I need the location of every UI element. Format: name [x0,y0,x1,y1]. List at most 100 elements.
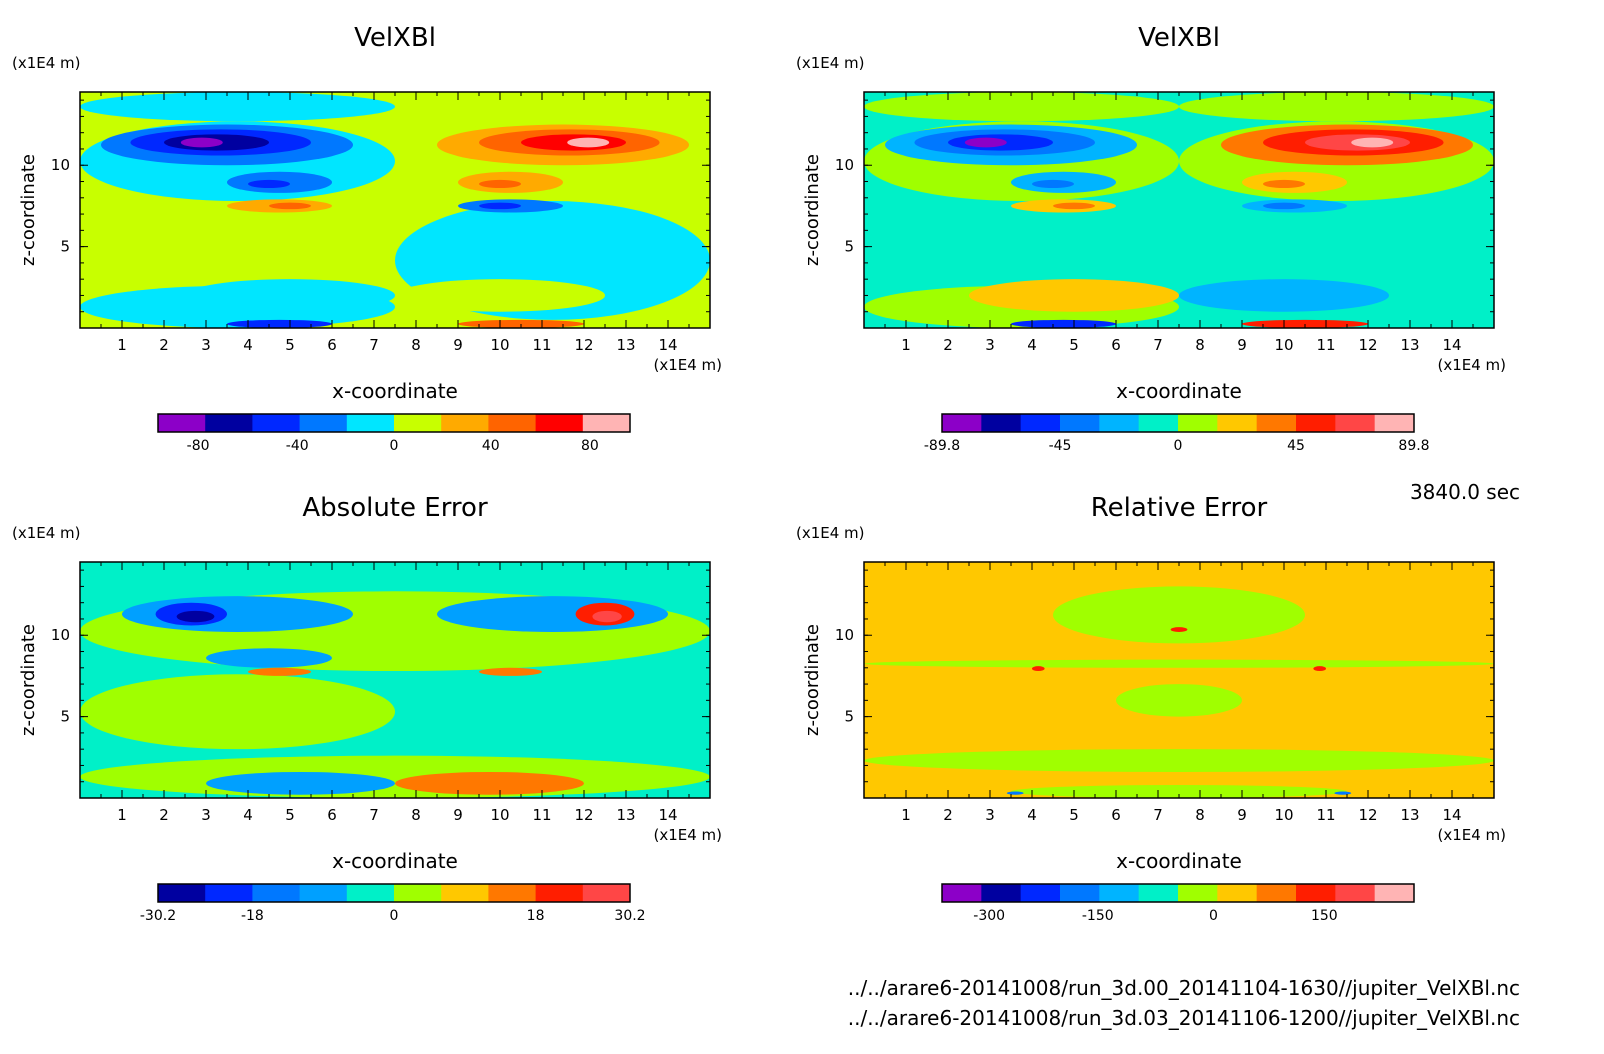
colorbar-swatch [346,884,395,902]
chart-title: Absolute Error [302,493,488,523]
colorbar-swatch [1217,414,1258,432]
colorbar-swatch [1178,884,1218,902]
field-plot [80,562,710,798]
colorbar-tick-label: 18 [527,908,545,924]
x-tick-label: 8 [411,336,421,354]
contour-region [1334,791,1352,795]
file-path-2: ../../arare6-20141008/run_3d.03_20141106… [847,1006,1520,1030]
colorbar-swatch [441,884,489,902]
colorbar-swatch [1335,884,1376,902]
colorbar-swatch [1374,884,1415,902]
x-tick-label: 2 [943,806,953,824]
colorbar-swatch [1217,884,1258,902]
x-tick-label: 7 [369,336,379,354]
x-axis-label: x-coordinate [332,849,458,873]
colorbar-swatch [394,414,442,432]
colorbar-swatch [1256,414,1297,432]
x-unit-label: (x1E4 m) [1437,356,1506,374]
colorbar-tick-label: 150 [1311,908,1338,924]
colorbar-tick-label: 30.2 [614,908,645,924]
contour-region [1263,202,1305,210]
contour-region [185,279,395,312]
colorbar-frame [941,883,1415,903]
y-axis-label: z-coordinate [802,624,823,736]
contour-region [395,92,710,122]
contour-region [1170,627,1188,632]
contour-region [592,610,622,623]
contour-region [1179,92,1494,122]
colorbar-tick-label: -150 [1082,908,1114,924]
contour-region [206,771,395,795]
colorbar-swatch [1099,884,1140,902]
colorbar-tick-label: 80 [581,438,599,454]
colorbar-swatch [346,414,395,432]
colorbar-frame [157,413,631,433]
contour-region [1053,202,1095,210]
y-tick-label: 5 [60,238,70,256]
colorbar-tick-label: -80 [187,438,210,454]
colorbar-swatch [535,414,584,432]
file-path-1: ../../arare6-20141008/run_3d.00_20141104… [847,976,1520,1000]
x-tick-label: 13 [616,806,635,824]
chart-panel-1: VelXBl(x1E4 m)1 2 3 4 5 6 7 8 9 10 11 12 13 14510(x1E… [12,23,722,454]
field-plot [864,562,1494,798]
x-tick-label: 3 [201,336,211,354]
colorbar-frame [941,413,1415,433]
colorbar-tick-label: -30.2 [140,908,176,924]
x-tick-label: 10 [490,336,509,354]
y-tick-label: 10 [835,626,854,644]
contour-region [80,92,395,122]
colorbar-swatch [1296,414,1336,432]
x-tick-label: 13 [1400,806,1419,824]
colorbar-swatch [1178,414,1218,432]
contour-region [1263,179,1305,189]
contour-region [1179,279,1389,312]
x-tick-label: 12 [574,806,593,824]
colorbar-swatch [158,414,206,432]
x-tick-label: 14 [1442,336,1461,354]
colorbar-swatch [1335,414,1376,432]
x-tick-label: 14 [658,806,677,824]
x-tick-label: 13 [1400,336,1419,354]
colorbar-swatch [981,414,1022,432]
field-plot [80,92,710,328]
x-axis-label: x-coordinate [1116,379,1242,403]
x-tick-label: 1 [901,806,911,824]
colorbar-tick-label: -18 [241,908,264,924]
contour-region [1313,666,1326,672]
x-tick-label: 6 [327,806,337,824]
y-unit-label: (x1E4 m) [796,54,865,72]
y-tick-label: 10 [51,156,70,174]
contour-region [1011,319,1116,328]
contour-region [458,319,584,328]
contour-region [1053,586,1305,644]
colorbar-swatch [299,414,348,432]
contour-region [395,279,605,312]
x-tick-label: 6 [327,336,337,354]
colorbar-swatch [582,414,631,432]
colorbar-swatch [299,884,348,902]
contour-region [1032,666,1045,672]
x-tick-label: 14 [658,336,677,354]
y-unit-label: (x1E4 m) [796,524,865,542]
x-tick-label: 1 [117,806,127,824]
x-tick-label: 5 [1069,806,1079,824]
x-tick-label: 5 [285,806,295,824]
y-tick-label: 10 [51,626,70,644]
contour-region [1351,137,1394,148]
x-tick-label: 4 [1027,336,1037,354]
x-tick-label: 4 [243,336,253,354]
x-tick-label: 9 [1237,806,1247,824]
contour-region [227,319,332,328]
x-tick-label: 10 [1274,336,1293,354]
colorbar-tick-label: -89.8 [924,438,960,454]
colorbar-swatch [942,414,982,432]
colorbar-tick-label: 0 [390,908,399,924]
colorbar-swatch [1138,884,1179,902]
contour-region [567,137,610,148]
x-tick-label: 11 [532,806,551,824]
chart-title: VelXBl [1138,23,1220,53]
colorbar-swatch [1060,884,1100,902]
x-tick-label: 4 [1027,806,1037,824]
